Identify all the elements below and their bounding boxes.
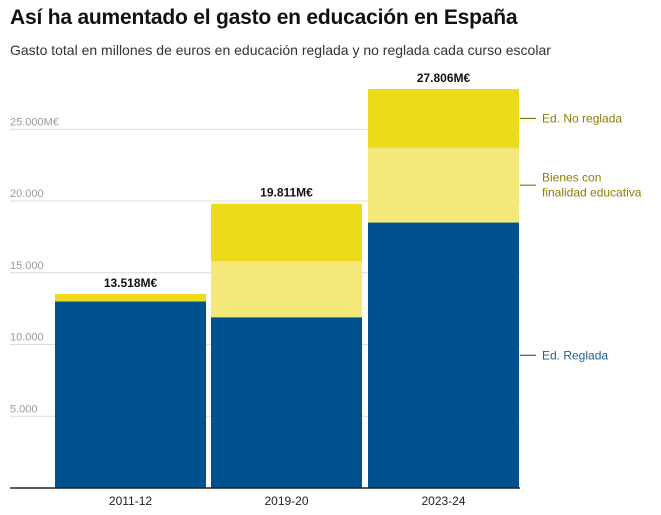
y-tick-label: 10.000 [10, 332, 44, 344]
bar-segment [211, 203, 362, 262]
x-category-label: 2011-12 [109, 494, 152, 508]
y-tick-label: 25.000M€ [10, 116, 59, 128]
x-category-label: 2023-24 [421, 494, 465, 508]
bar-total-label: 13.518M€ [104, 276, 158, 290]
x-category-label: 2019-20 [264, 494, 308, 508]
bar-total-label: 19.811M€ [260, 186, 313, 200]
y-tick-label: 5.000 [10, 403, 38, 415]
chart-subtitle: Gasto total en millones de euros en educ… [10, 42, 551, 58]
y-tick-label: 20.000 [10, 188, 44, 200]
legend-label: Ed. Reglada [542, 348, 608, 362]
bar-segment [55, 301, 206, 488]
legend-label: finalidad educativa [542, 186, 642, 200]
bar-segment [368, 222, 519, 488]
legend-label: Ed. No reglada [542, 111, 622, 125]
legend-label: Bienes con [542, 171, 601, 185]
bar-total-label: 27.806M€ [417, 71, 471, 85]
bar-segment [211, 317, 362, 488]
bar-segment [55, 294, 206, 302]
y-tick-label: 15.000 [10, 260, 44, 272]
bar-segment [368, 89, 519, 148]
bar-segment [211, 261, 362, 318]
chart-title: Así ha aumentado el gasto en educación e… [10, 6, 518, 29]
bar-segment [368, 147, 519, 223]
